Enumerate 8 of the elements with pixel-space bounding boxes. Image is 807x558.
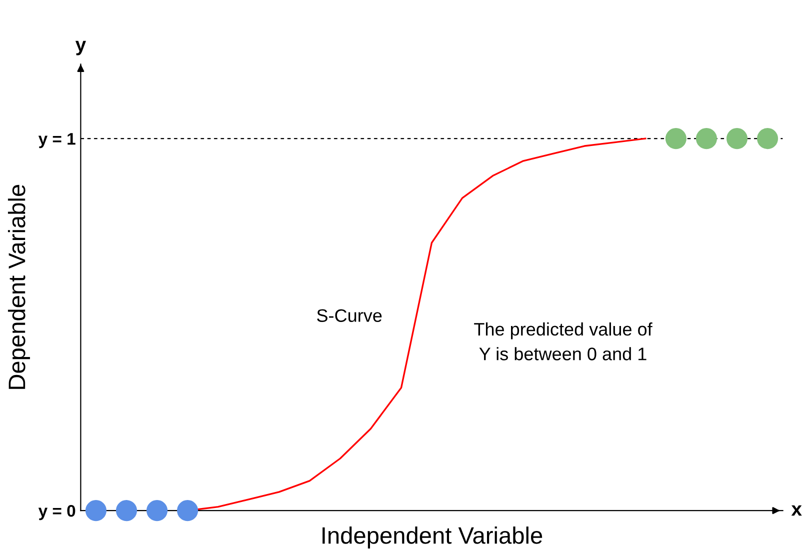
- y-axis-title: Dependent Variable: [8, 184, 30, 389]
- y-tick-label: y = 0: [38, 504, 76, 520]
- text: y: [75, 40, 86, 56]
- annotation: S-Curve: [317, 309, 382, 322]
- x-axis-title: Independent Variable: [322, 526, 542, 549]
- annotation: The predicted value of Y is between 0 and 1: [474, 322, 652, 360]
- text: x: [791, 505, 802, 516]
- y-tick-label: y = 1: [38, 133, 76, 148]
